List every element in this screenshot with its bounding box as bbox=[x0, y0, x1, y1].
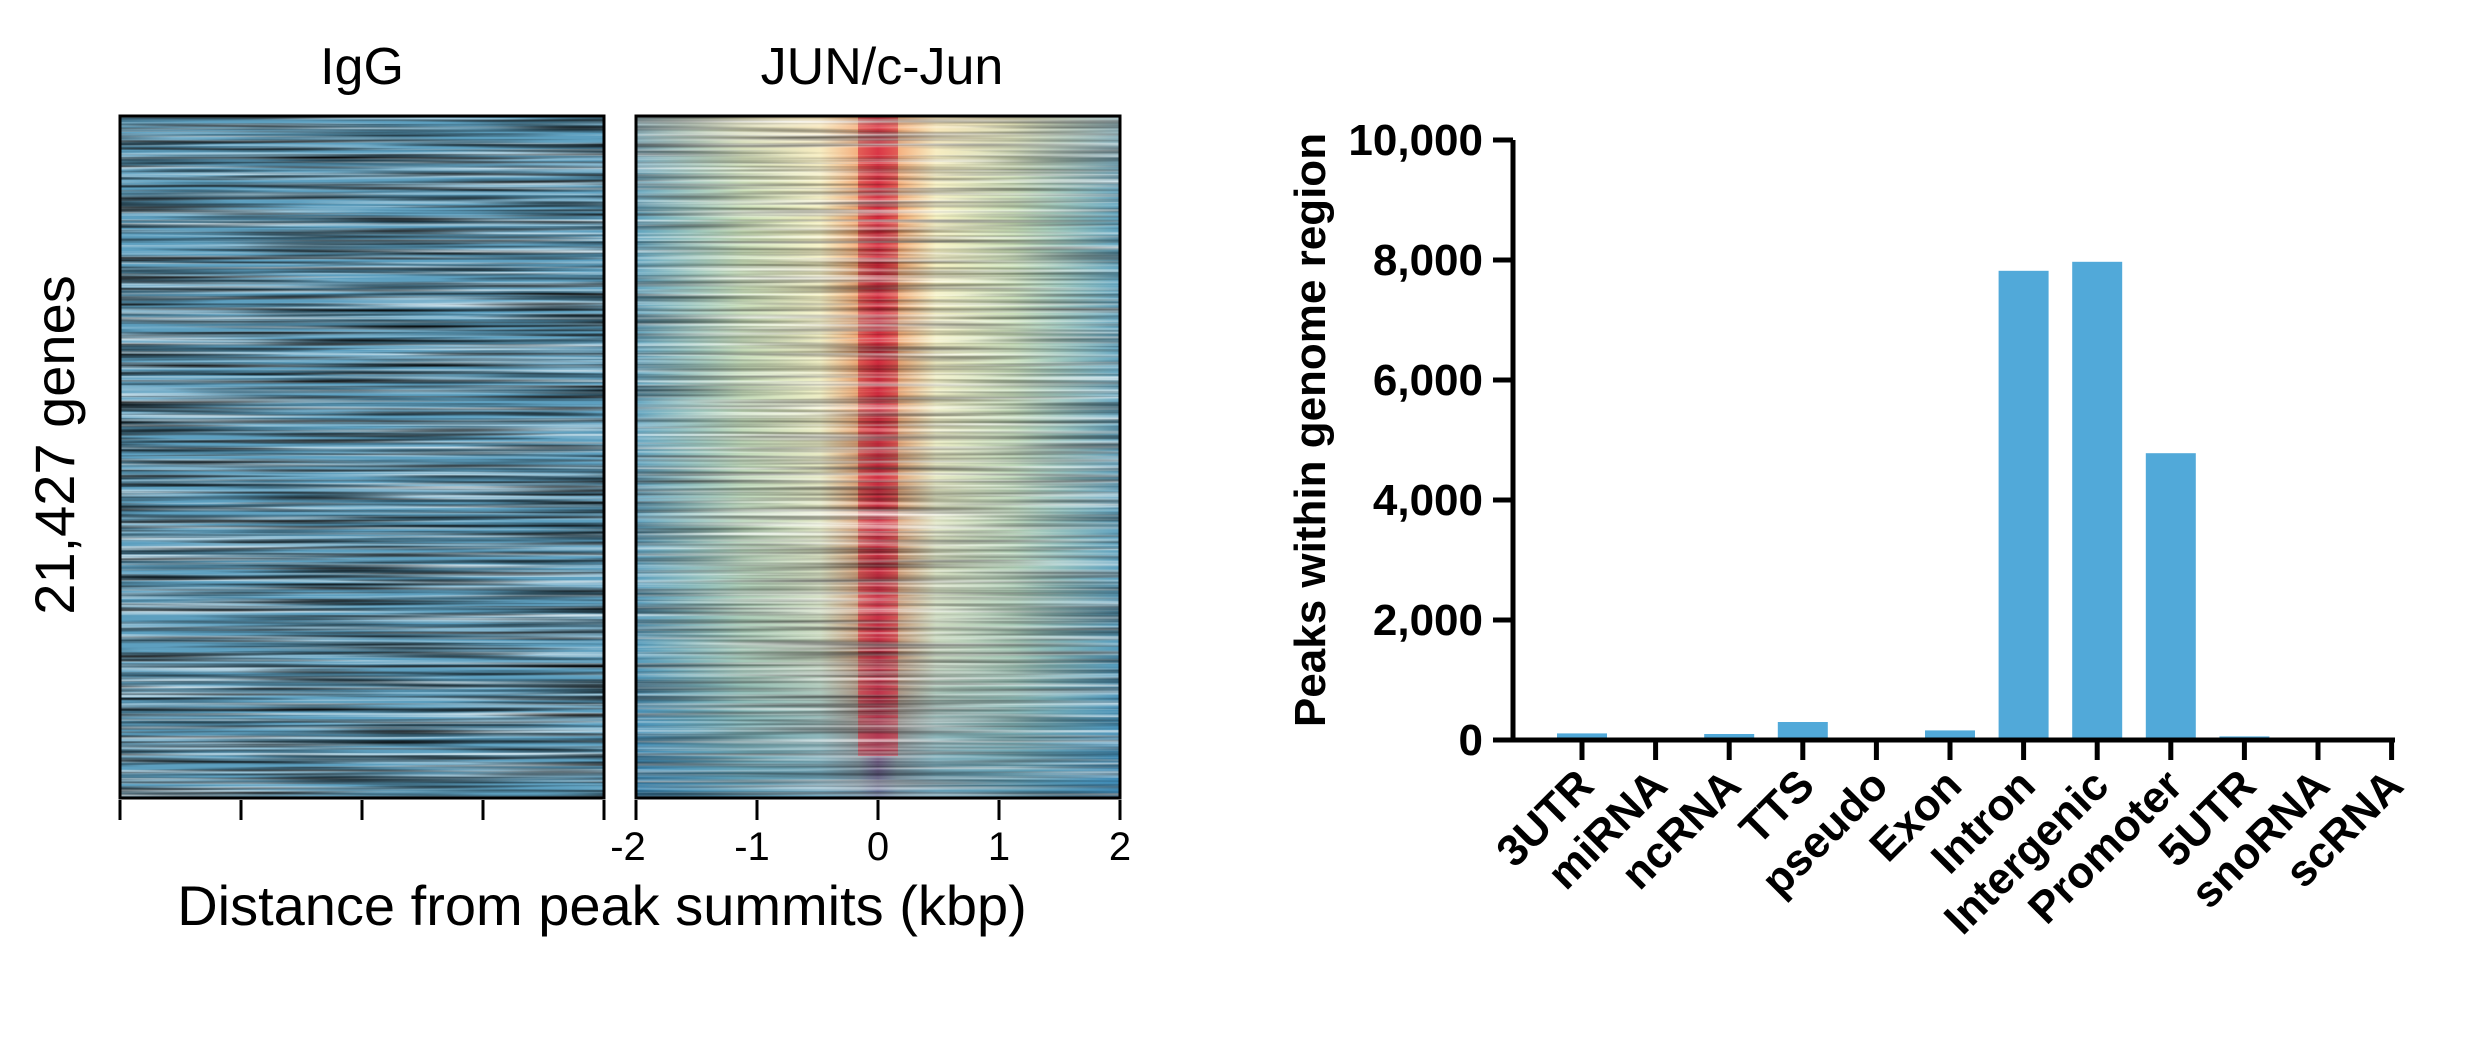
heatmap-xlabel: Distance from peak summits (kbp) bbox=[177, 874, 1027, 937]
bar-chart-ytick-label: 2,000 bbox=[1373, 596, 1483, 645]
bar bbox=[1925, 730, 1975, 740]
bar bbox=[1998, 270, 2049, 740]
bar bbox=[1704, 734, 1755, 740]
bar bbox=[1777, 722, 1828, 740]
heatmap-jun bbox=[634, 114, 1122, 800]
bar-chart-ytick-label: 4,000 bbox=[1373, 476, 1483, 525]
heatmap-title-igg: IgG bbox=[320, 38, 404, 96]
heatmap-xtick: 2 bbox=[1109, 825, 1131, 869]
bar-chart-yaxis: 0 2,000 4,000 6,000 8,000 10,000 bbox=[1348, 116, 1516, 765]
bar bbox=[2145, 453, 2196, 740]
heatmap-xtick: -2 bbox=[610, 825, 646, 869]
bar-chart-ylabel: Peaks within genome region bbox=[1286, 133, 1335, 727]
bar bbox=[2072, 261, 2123, 740]
heatmap-title-jun: JUN/c-Jun bbox=[761, 38, 1004, 96]
heatmap-ylabel: 21,427 genes bbox=[23, 275, 86, 614]
bar-chart-ytick-label: 8,000 bbox=[1373, 236, 1483, 285]
heatmap-xaxis: -2 -1 0 1 2 bbox=[118, 800, 1131, 869]
heatmap-xtick: -1 bbox=[734, 825, 770, 869]
bar-chart: Peaks within genome region 0 2,000 4,000 6,… bbox=[1286, 116, 2413, 944]
bar-chart-ytick-label: 10,000 bbox=[1348, 116, 1483, 165]
heatmap-xtick: 0 bbox=[867, 825, 889, 869]
heatmap-group: IgG JUN/c-Jun 21,427 genes bbox=[23, 38, 1131, 937]
bar-chart-xaxis: 3UTRmiRNAncRNATTSpseudoExonIntronInterge… bbox=[1487, 737, 2413, 944]
bar-chart-bars bbox=[1557, 261, 2270, 740]
bar-chart-ytick-label: 0 bbox=[1459, 716, 1483, 765]
heatmap-xtick: 1 bbox=[988, 825, 1010, 869]
heatmap-igg bbox=[118, 114, 606, 800]
bar-chart-ytick-label: 6,000 bbox=[1373, 356, 1483, 405]
bar bbox=[1557, 733, 1607, 740]
